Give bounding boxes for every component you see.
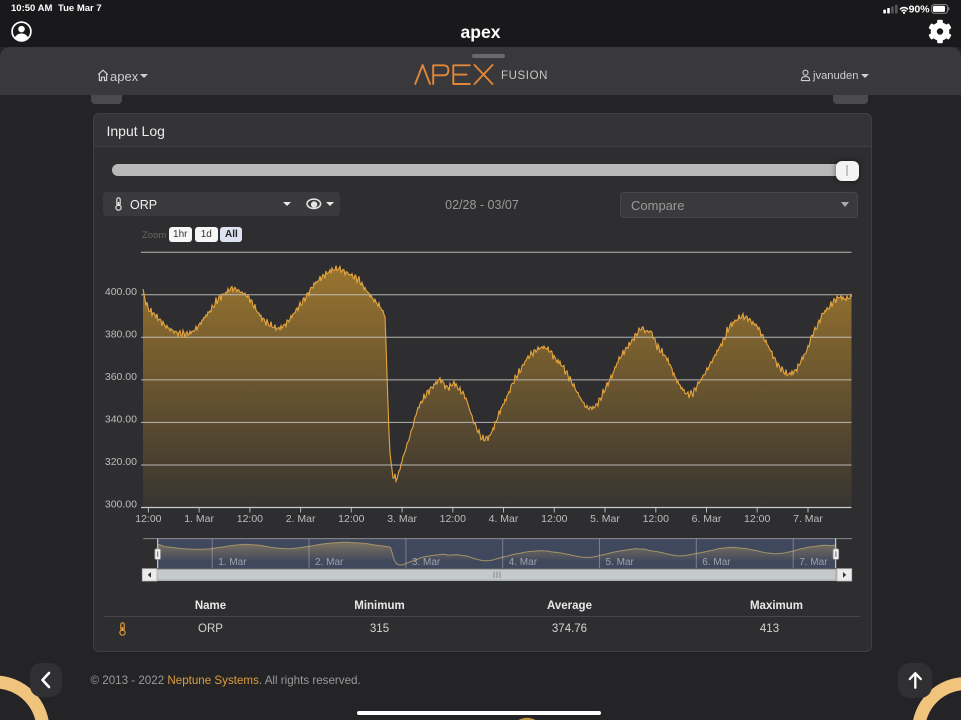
svg-text:5. Mar: 5. Mar xyxy=(606,557,635,568)
svg-text:3. Mar: 3. Mar xyxy=(412,557,441,568)
svg-text:4. Mar: 4. Mar xyxy=(489,513,519,525)
svg-text:12:00: 12:00 xyxy=(744,513,770,525)
svg-text:90%: 90% xyxy=(909,3,931,15)
svg-text:380.00: 380.00 xyxy=(105,328,137,340)
svg-text:12:00: 12:00 xyxy=(237,513,263,525)
svg-text:3. Mar: 3. Mar xyxy=(387,513,417,525)
svg-text:1. Mar: 1. Mar xyxy=(218,557,247,568)
svg-text:12:00: 12:00 xyxy=(541,513,567,525)
svg-text:FUSION: FUSION xyxy=(501,70,548,82)
svg-text:320.00: 320.00 xyxy=(105,456,137,468)
svg-text:400.00: 400.00 xyxy=(105,286,137,298)
svg-text:6. Mar: 6. Mar xyxy=(692,513,722,525)
svg-text:340.00: 340.00 xyxy=(105,413,137,425)
svg-text:12:00: 12:00 xyxy=(643,513,669,525)
svg-text:12:00: 12:00 xyxy=(440,513,466,525)
svg-text:7. Mar: 7. Mar xyxy=(799,557,828,568)
svg-text:1. Mar: 1. Mar xyxy=(184,513,214,525)
svg-text:300.00: 300.00 xyxy=(105,498,137,510)
svg-text:2. Mar: 2. Mar xyxy=(315,557,344,568)
svg-text:4. Mar: 4. Mar xyxy=(509,557,538,568)
svg-text:7. Mar: 7. Mar xyxy=(793,513,823,525)
svg-text:12:00: 12:00 xyxy=(338,513,364,525)
svg-text:12:00: 12:00 xyxy=(135,513,161,525)
svg-text:6. Mar: 6. Mar xyxy=(702,557,731,568)
svg-text:360.00: 360.00 xyxy=(105,371,137,383)
svg-text:5. Mar: 5. Mar xyxy=(590,513,620,525)
svg-text:2. Mar: 2. Mar xyxy=(286,513,316,525)
